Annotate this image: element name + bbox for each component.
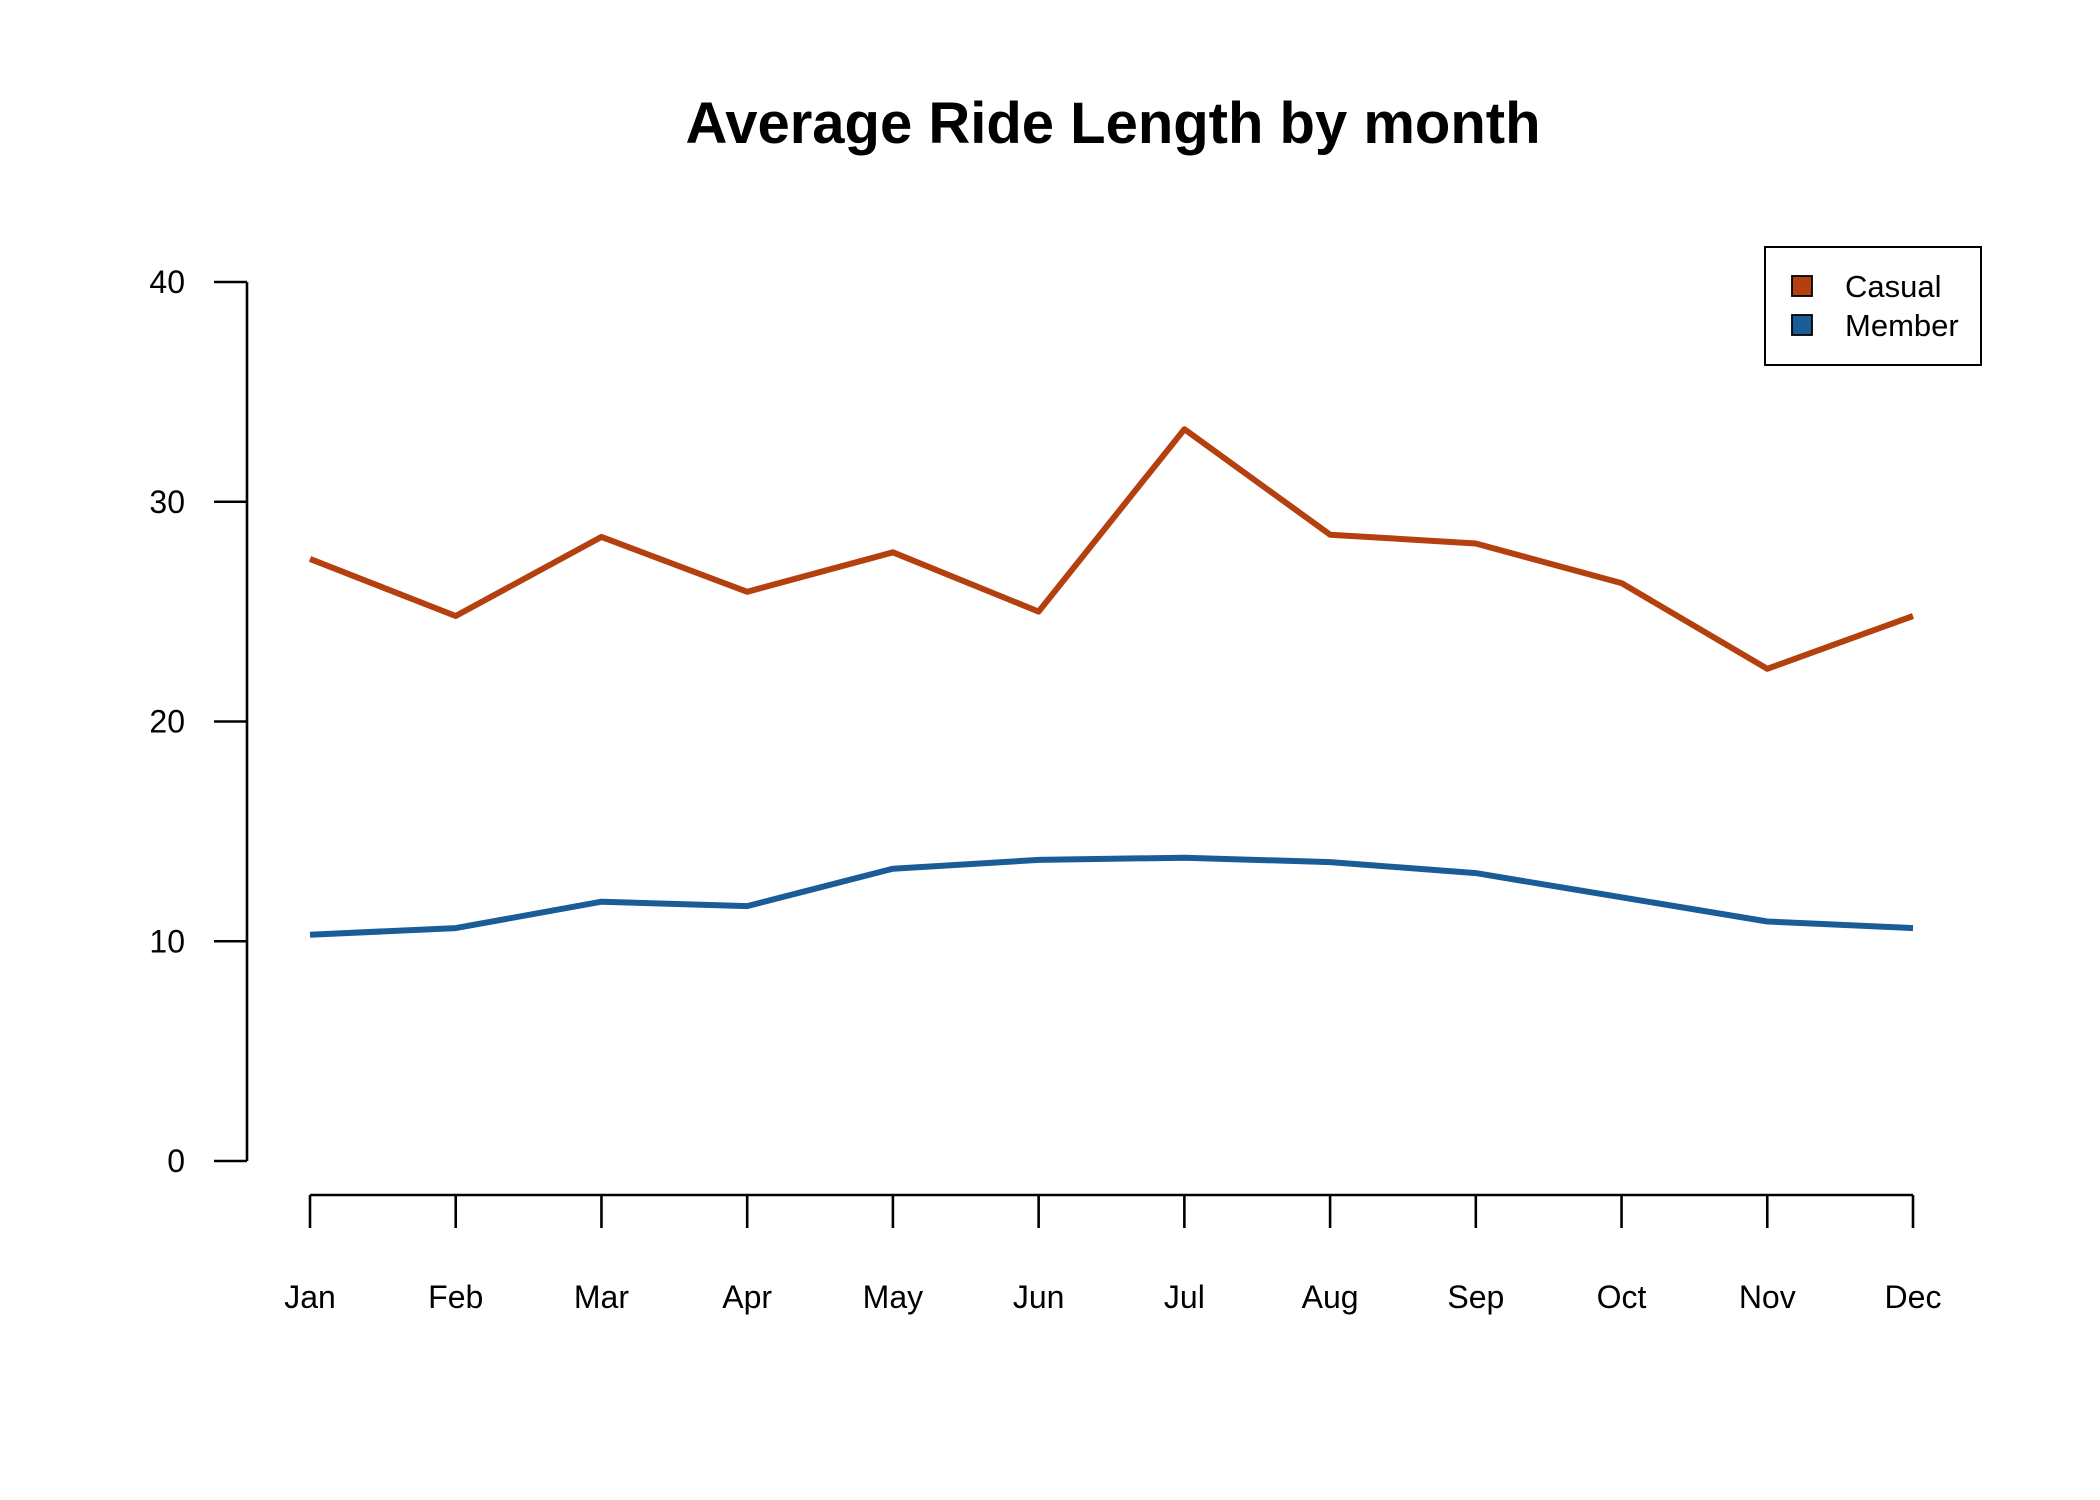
chart-title: Average Ride Length by month xyxy=(685,91,1540,156)
x-tick-label: Oct xyxy=(1597,1279,1647,1315)
y-tick-label: 0 xyxy=(167,1143,185,1179)
legend: Casual Member xyxy=(1764,246,1982,366)
series-line-casual xyxy=(308,426,1915,672)
x-tick-label: May xyxy=(863,1279,923,1315)
x-axis: Jan Feb Mar Apr May Jun Jul Aug Sep Oct Nov Dec xyxy=(284,1193,1942,1315)
legend-swatch-casual xyxy=(1791,275,1813,297)
plot-area xyxy=(308,426,1915,938)
y-tick-label: 20 xyxy=(149,704,185,740)
x-tick-label: Sep xyxy=(1447,1279,1504,1315)
x-tick-label: Feb xyxy=(428,1279,483,1315)
x-tick-label: Apr xyxy=(722,1279,772,1315)
x-tick-label: Jun xyxy=(1013,1279,1065,1315)
series-line-member xyxy=(309,854,1914,938)
legend-label-member: Member xyxy=(1845,308,1959,343)
x-tick-label: Mar xyxy=(574,1279,629,1315)
y-axis: 0 10 20 30 40 xyxy=(149,264,249,1179)
y-tick-label: 40 xyxy=(149,264,185,300)
legend-swatch-member xyxy=(1791,314,1813,336)
x-tick-label: Jul xyxy=(1164,1279,1205,1315)
y-tick-label: 30 xyxy=(149,484,185,520)
x-tick-label: Jan xyxy=(284,1279,336,1315)
x-tick-label: Aug xyxy=(1302,1279,1359,1315)
legend-label-casual: Casual xyxy=(1845,269,1942,304)
x-tick-label: Dec xyxy=(1885,1279,1942,1315)
y-tick-label: 10 xyxy=(149,923,185,959)
legend-box xyxy=(1764,246,1982,366)
x-tick-label: Nov xyxy=(1739,1279,1796,1315)
